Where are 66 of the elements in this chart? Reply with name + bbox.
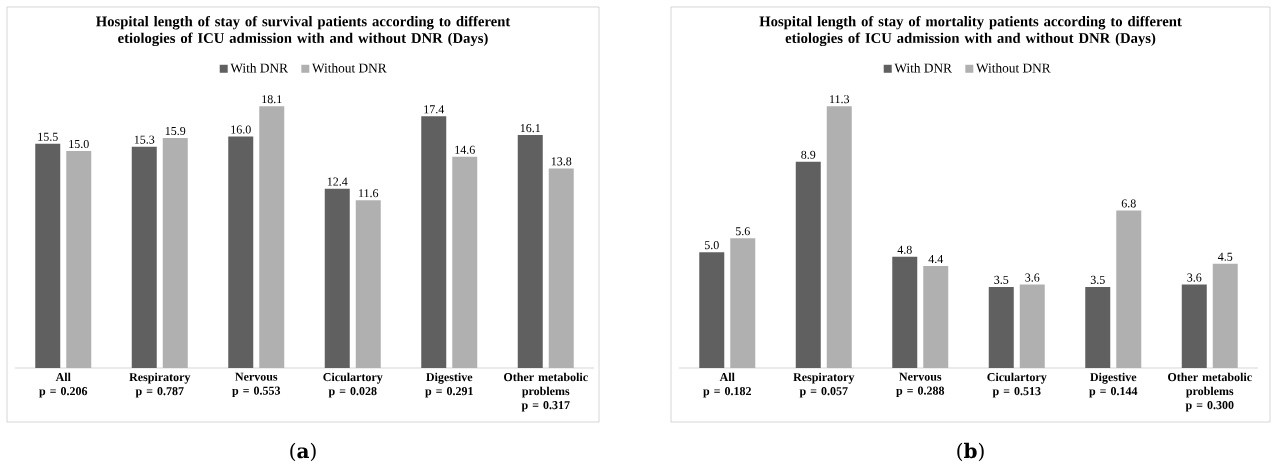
data-label: 4.8 xyxy=(897,245,912,254)
bar xyxy=(988,286,1014,368)
x-tick-label: Ciculartory xyxy=(987,372,1047,384)
text: (b) xyxy=(957,442,984,462)
data-label: 4.4 xyxy=(928,255,944,264)
legend-label: Without DNR xyxy=(976,63,1051,73)
data-label: 5.6 xyxy=(735,227,750,236)
data-label: 12.4 xyxy=(327,177,348,186)
x-tick-label: Ciculartory xyxy=(323,372,383,384)
text: p = 0.028 xyxy=(328,387,377,398)
text: p = 0.787 xyxy=(135,387,184,398)
data-label: 8.9 xyxy=(801,150,816,159)
chart-title: Hospital length of stay of mortality patients according to different etiologies of ICU admission with and without DNR (Days) xyxy=(759,15,1182,47)
data-label: 16.1 xyxy=(520,124,541,133)
bar xyxy=(131,146,157,368)
text: p = 0.317 xyxy=(521,401,570,412)
data-label: 4.5 xyxy=(1217,252,1233,261)
data-label: 11.3 xyxy=(830,95,850,104)
text: p = 0.206 xyxy=(39,387,88,398)
data-label: 6.8 xyxy=(1121,199,1136,208)
bar xyxy=(1181,284,1207,368)
text: (a) xyxy=(290,442,316,462)
bar xyxy=(517,135,543,368)
bar xyxy=(421,116,447,368)
text: p = 0.057 xyxy=(799,387,848,398)
data-label: 15.0 xyxy=(69,139,89,149)
bar xyxy=(35,143,61,368)
bar xyxy=(324,188,350,368)
data-label: 15.9 xyxy=(165,126,186,136)
data-label: 14.6 xyxy=(455,145,475,154)
legend-label: Without DNR xyxy=(312,63,387,73)
data-label: 11.6 xyxy=(359,189,379,198)
data-label: 15.3 xyxy=(134,135,155,144)
text: p = 0.300 xyxy=(1185,401,1234,412)
x-tick-label: Nervous xyxy=(235,372,278,381)
bar xyxy=(699,252,725,368)
text: p = 0.144 xyxy=(1089,387,1138,398)
x-tick-label: Digestive xyxy=(1090,372,1137,384)
data-label: 3.6 xyxy=(1187,273,1202,282)
text: p = 0.291 xyxy=(425,387,473,398)
x-tick-label: All xyxy=(719,372,735,382)
legend-label: With DNR xyxy=(230,63,288,73)
text: p = 0.182 xyxy=(703,387,751,398)
chart-title: Hospital length of stay of survival patients according to different etiologies of ICU admission with and without DNR (Days) xyxy=(96,15,511,47)
x-tick-label: Nervous xyxy=(899,372,942,381)
data-label: 13.8 xyxy=(551,157,572,166)
data-label: 5.0 xyxy=(704,241,719,250)
data-label: 16.0 xyxy=(231,125,251,134)
bar xyxy=(228,136,254,368)
x-tick-label: Digestive xyxy=(426,372,473,384)
bar xyxy=(892,256,918,368)
legend-label: With DNR xyxy=(894,63,952,73)
x-tick-label: Respiratory xyxy=(793,372,855,384)
data-label: 3.5 xyxy=(1090,275,1105,284)
x-tick-label: All xyxy=(55,372,71,382)
bar xyxy=(1085,286,1111,368)
bar xyxy=(795,161,821,368)
text: p = 0.513 xyxy=(992,387,1041,398)
data-label: 3.6 xyxy=(1025,273,1040,282)
text: p = 0.553 xyxy=(232,386,281,398)
data-label: 15.5 xyxy=(38,132,58,141)
data-label: 18.1 xyxy=(262,95,282,104)
data-label: 17.4 xyxy=(424,105,445,114)
text: p = 0.288 xyxy=(896,386,945,398)
data-label: 3.5 xyxy=(994,275,1009,284)
x-tick-label: Respiratory xyxy=(129,372,191,384)
